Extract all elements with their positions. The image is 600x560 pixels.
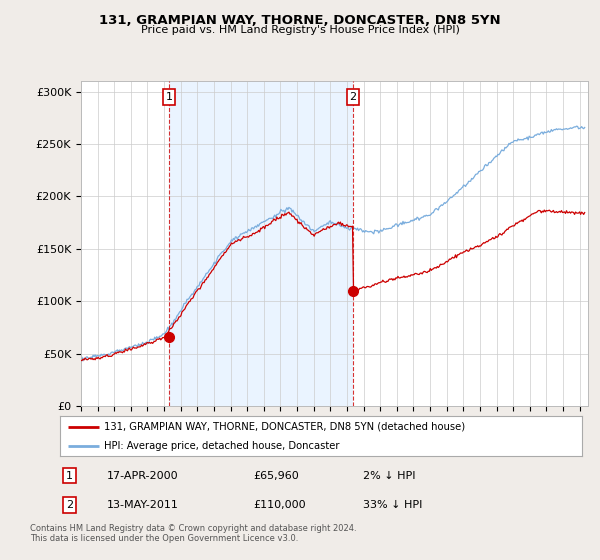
Text: 13-MAY-2011: 13-MAY-2011	[107, 500, 179, 510]
Text: Contains HM Land Registry data © Crown copyright and database right 2024.
This d: Contains HM Land Registry data © Crown c…	[30, 524, 356, 543]
Text: 131, GRAMPIAN WAY, THORNE, DONCASTER, DN8 5YN: 131, GRAMPIAN WAY, THORNE, DONCASTER, DN…	[99, 14, 501, 27]
Text: £65,960: £65,960	[253, 470, 299, 480]
Text: 2: 2	[66, 500, 73, 510]
Text: £110,000: £110,000	[253, 500, 306, 510]
Bar	[169, 81, 353, 406]
Text: HPI: Average price, detached house, Doncaster: HPI: Average price, detached house, Donc…	[104, 441, 340, 450]
Text: 2: 2	[350, 92, 356, 102]
Text: 17-APR-2000: 17-APR-2000	[107, 470, 179, 480]
Text: 1: 1	[66, 470, 73, 480]
Text: 1: 1	[166, 92, 172, 102]
Text: 131, GRAMPIAN WAY, THORNE, DONCASTER, DN8 5YN (detached house): 131, GRAMPIAN WAY, THORNE, DONCASTER, DN…	[104, 422, 466, 432]
Text: 33% ↓ HPI: 33% ↓ HPI	[363, 500, 422, 510]
Text: 2% ↓ HPI: 2% ↓ HPI	[363, 470, 415, 480]
Text: Price paid vs. HM Land Registry's House Price Index (HPI): Price paid vs. HM Land Registry's House …	[140, 25, 460, 35]
